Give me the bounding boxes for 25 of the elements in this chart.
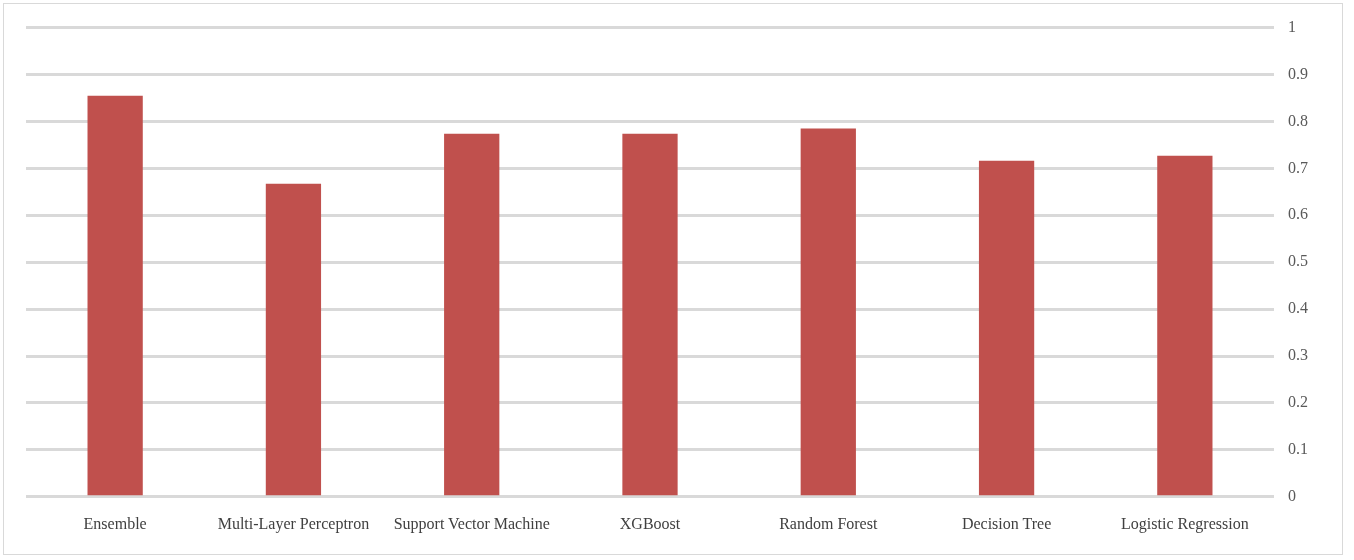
x-tick-label: Ensemble [83,514,147,532]
bar [87,95,143,496]
bar [800,128,856,496]
bar [622,133,678,496]
x-tick-label: Multi-Layer Perceptron [217,514,370,533]
x-tick-label: Support Vector Machine [393,514,550,533]
y-tick-label: 0.1 [1288,440,1308,458]
y-tick-label: 0.3 [1288,346,1308,364]
y-tick-label: 0.6 [1288,205,1308,223]
bar [1157,155,1213,496]
x-tick-label: Logistic Regression [1121,514,1249,533]
bar [978,160,1035,496]
x-tick-label: Random Forest [779,514,878,532]
y-tick-label: 0.7 [1288,158,1308,176]
y-tick-label: 0.2 [1288,393,1308,411]
y-tick-label: 0.9 [1288,64,1308,82]
bar [265,183,322,496]
x-tick-label: XGBoost [619,514,681,532]
x-tick-label: Decision Tree [961,514,1052,532]
y-tick-label: 0.4 [1288,299,1308,317]
y-tick-label: 0.8 [1288,111,1308,129]
y-tick-label: 0 [1288,487,1296,504]
y-tick-label: 1 [1288,17,1296,35]
y-tick-label: 0.5 [1288,252,1308,270]
bar [444,133,500,496]
